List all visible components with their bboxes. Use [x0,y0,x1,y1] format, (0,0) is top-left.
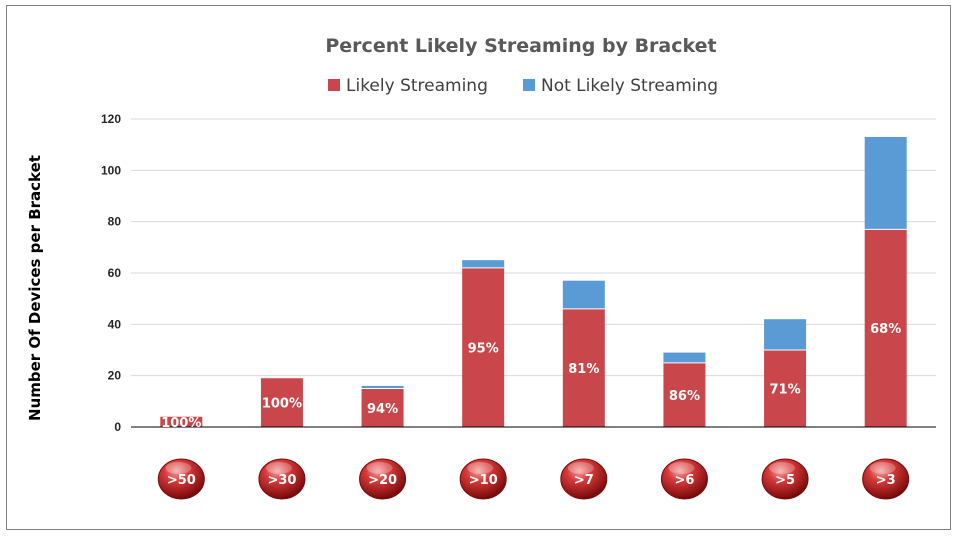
badge-highlight [366,462,393,474]
bar-likely [764,350,807,427]
bar-not-likely [764,319,807,350]
badge-highlight [668,462,695,474]
y-axis-label: Number Of Devices per Bracket [26,155,44,421]
data-label: 86% [669,389,700,404]
bar-likely [562,308,605,427]
badge-ball [560,458,608,500]
y-tick-label: 120 [101,112,121,126]
chart-frame: Percent Likely Streaming by Bracket Like… [6,5,951,530]
y-tick-label: 20 [108,369,122,383]
data-label: 81% [568,362,599,377]
bars [160,136,907,427]
badge-highlight [265,462,292,474]
y-tick-label: 60 [108,266,122,280]
chart: Percent Likely Streaming by Bracket Like… [26,35,936,500]
data-label: 95% [468,341,499,356]
chart-title: Percent Likely Streaming by Bracket [325,35,716,57]
legend-swatch [523,79,535,91]
y-tick-label: 40 [108,317,122,331]
data-label: 94% [367,402,398,417]
legend-swatch [328,79,340,91]
legend-label: Likely Streaming [346,76,488,96]
x-tick-label: >5 [775,473,795,488]
gridlines [131,118,936,377]
badge-highlight [769,462,796,474]
bar-not-likely [562,280,605,309]
badge-highlight [165,462,192,474]
bar-likely [663,362,706,427]
category-badge: >6 [660,458,708,500]
category-badge: >50 [157,458,205,500]
badge-ball [761,458,809,500]
badge-ball [157,458,205,500]
legend-item-0: Likely Streaming [328,76,488,96]
y-axis-ticks: 0 20 40 60 80 100 120 [101,112,121,434]
data-label: 100% [161,416,201,431]
badge-highlight [467,462,494,474]
category-badge: >3 [862,458,910,500]
data-label: 100% [262,397,302,412]
bar-likely [361,388,404,427]
x-tick-label: >7 [574,473,594,488]
bar-likely [462,267,505,427]
badge-ball [660,458,708,500]
bar-not-likely [462,260,505,268]
category-badges: >50 >30 >20 >10 >7 >6 >5 >3 [157,458,910,500]
x-tick-label: >10 [469,473,498,488]
badge-ball [359,458,407,500]
badge-highlight [567,462,594,474]
badge-ball [258,458,306,500]
bar-likely [864,229,907,427]
category-badge: >20 [359,458,407,500]
legend-item-1: Not Likely Streaming [523,76,718,96]
bar-not-likely [361,385,404,389]
data-label: 71% [770,383,801,398]
bar-not-likely [864,136,907,230]
x-tick-label: >6 [674,473,694,488]
data-label: 68% [870,322,901,337]
badge-ball [459,458,507,500]
x-tick-label: >30 [267,473,296,488]
bar-likely [160,416,203,427]
legend-label: Not Likely Streaming [541,76,718,96]
category-badge: >10 [459,458,507,500]
x-tick-label: >20 [368,473,397,488]
y-tick-label: 100 [101,163,121,177]
badge-ball [862,458,910,500]
data-labels: 100% 100% 94% 95% 81% 86% 71% 68% [161,322,901,431]
bar-likely [260,378,303,427]
y-tick-label: 80 [108,215,122,229]
x-tick-label: >3 [876,473,896,488]
y-tick-label: 0 [114,420,121,434]
legend: Likely Streaming Not Likely Streaming [328,76,718,96]
x-tick-label: >50 [167,473,196,488]
badge-highlight [869,462,896,474]
category-badge: >30 [258,458,306,500]
bar-not-likely [663,352,706,363]
category-badge: >5 [761,458,809,500]
category-badge: >7 [560,458,608,500]
